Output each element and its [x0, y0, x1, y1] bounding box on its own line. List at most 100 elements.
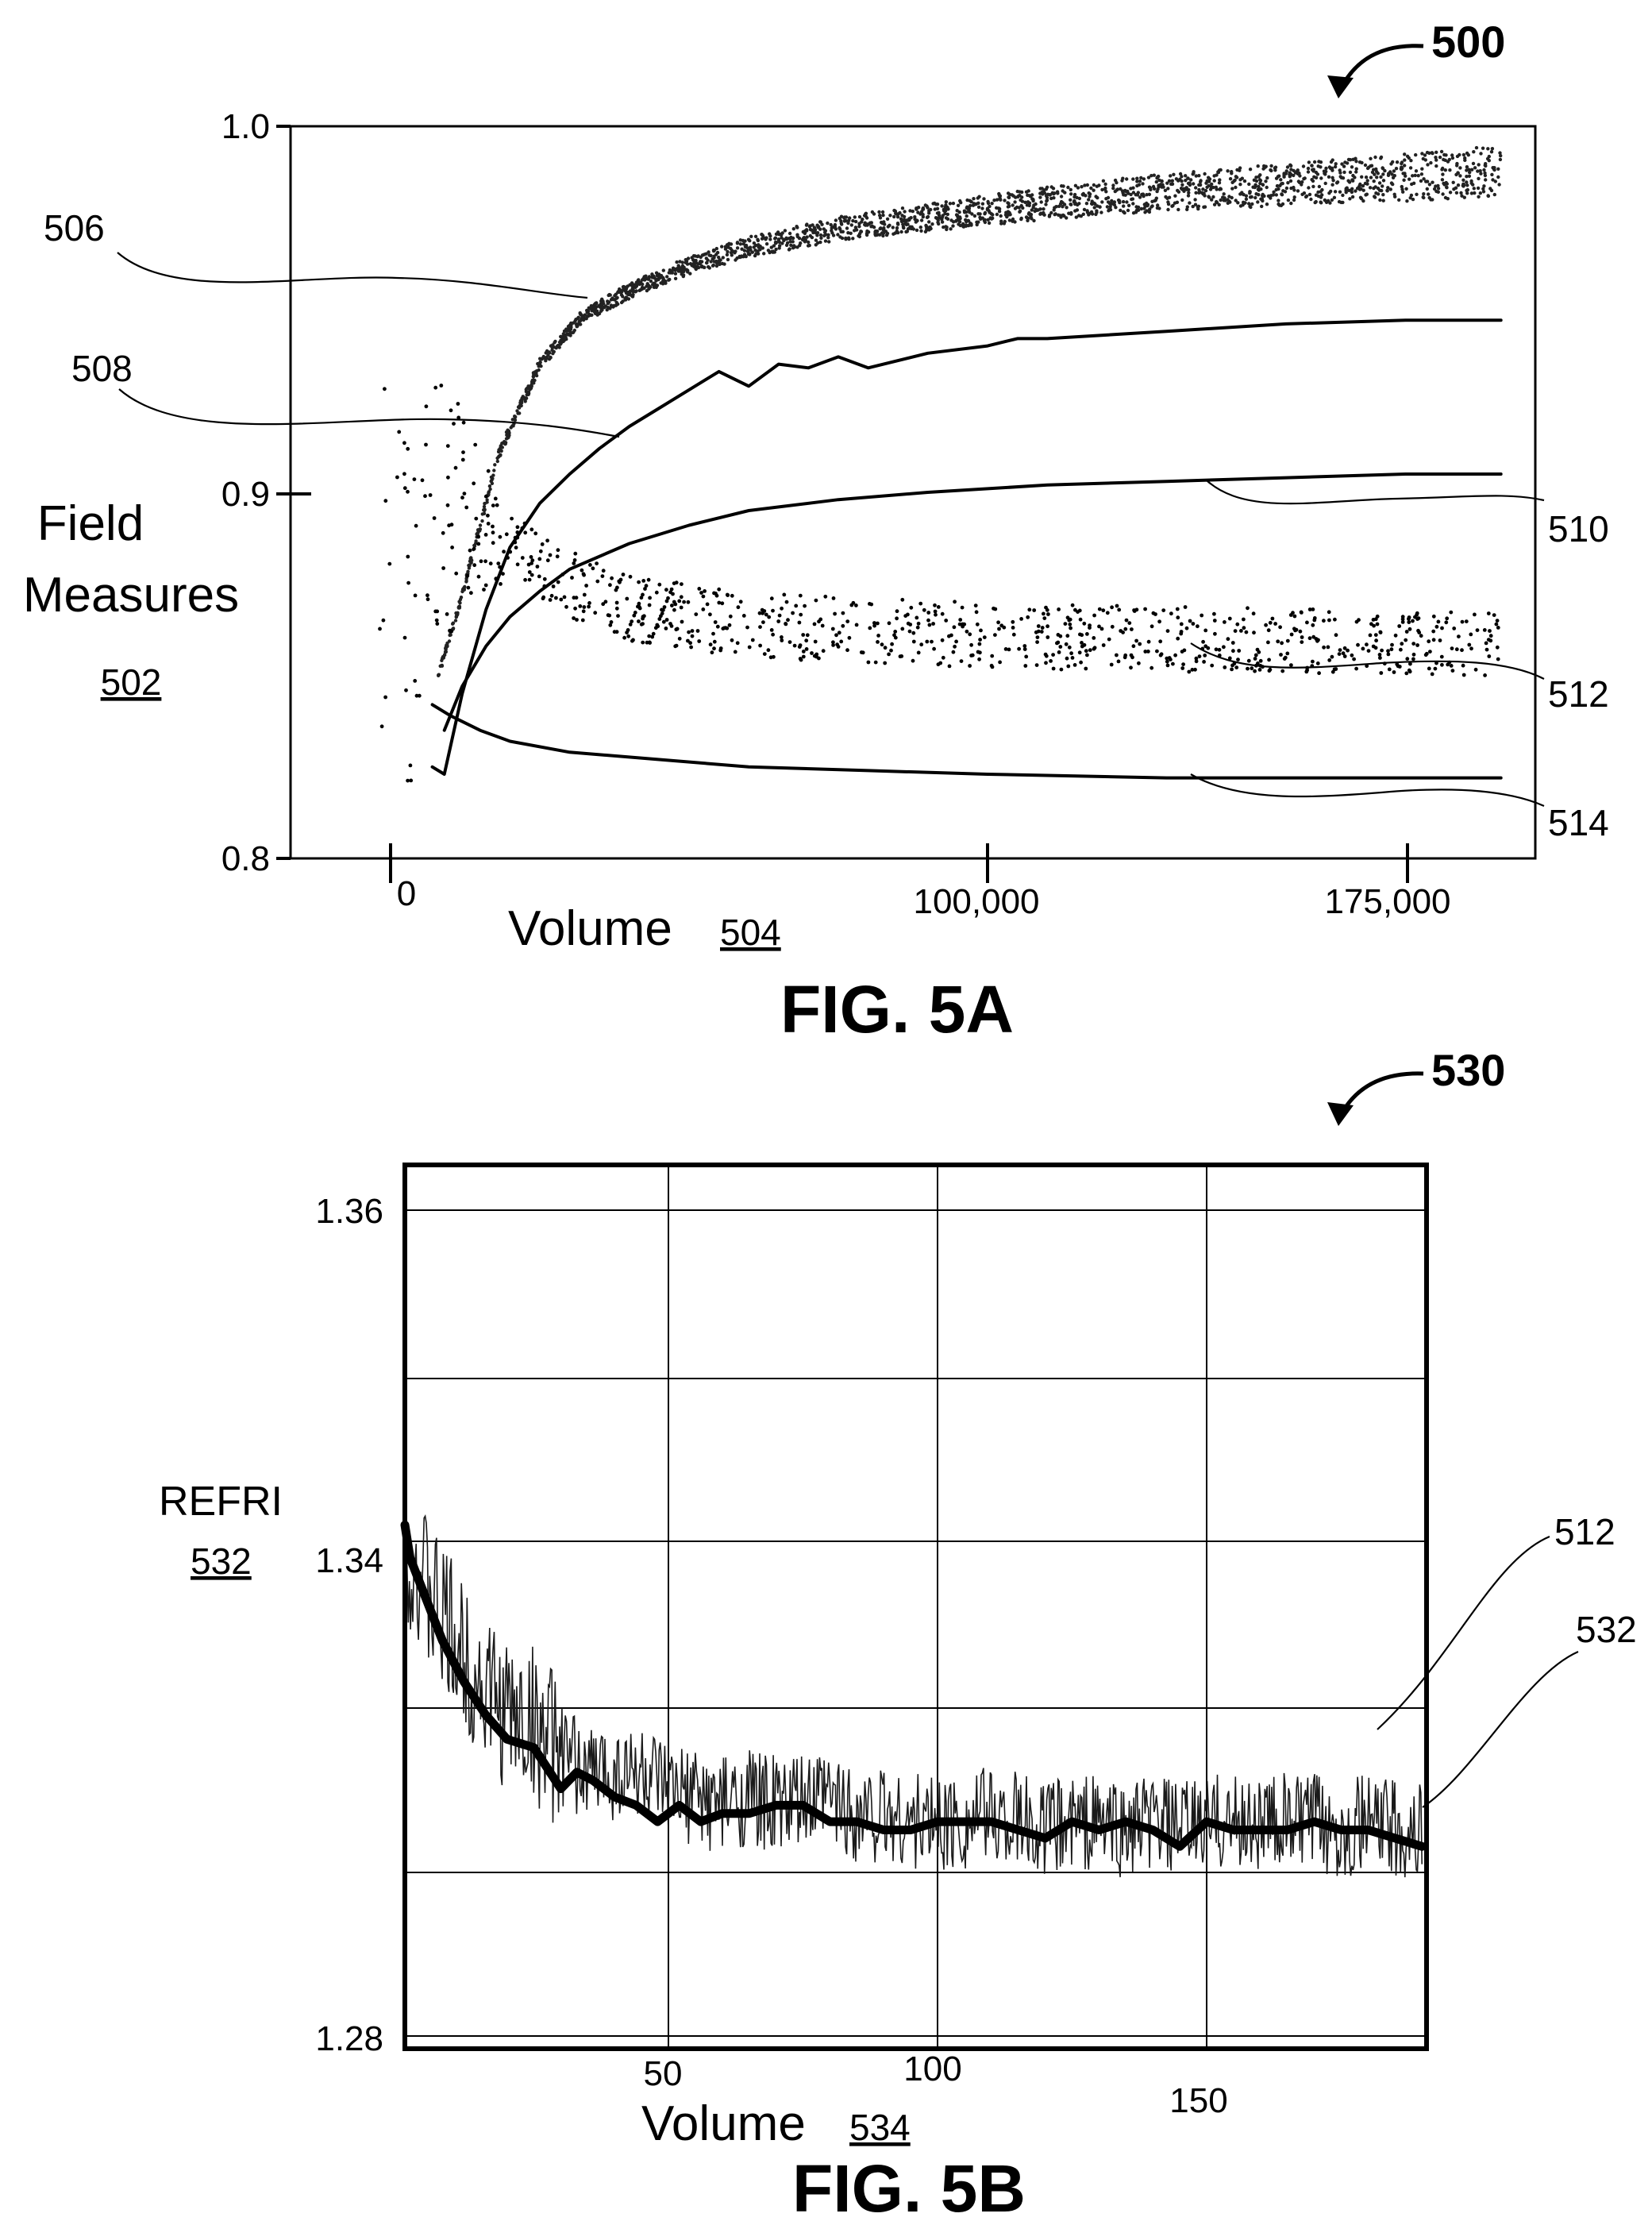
- data-point: [570, 576, 574, 580]
- data-point: [712, 256, 716, 260]
- data-point: [1461, 152, 1466, 157]
- data-point: [784, 236, 788, 240]
- data-point: [893, 630, 898, 634]
- data-point: [999, 214, 1003, 218]
- data-point: [1350, 190, 1354, 195]
- data-point: [704, 256, 708, 260]
- data-point: [1427, 151, 1431, 155]
- data-point: [1335, 180, 1340, 184]
- data-point: [1376, 172, 1381, 175]
- data-point: [1185, 205, 1190, 209]
- data-point: [1214, 647, 1219, 652]
- data-point: [737, 255, 742, 260]
- data-point: [529, 383, 533, 388]
- data-point: [1324, 166, 1328, 171]
- data-point: [1005, 214, 1009, 219]
- series-512: [404, 1487, 1423, 1878]
- data-point: [1070, 656, 1075, 660]
- data-point: [1369, 175, 1373, 179]
- data-point: [1238, 192, 1242, 196]
- data-point: [895, 222, 900, 226]
- data-point: [1300, 640, 1304, 644]
- data-point: [741, 614, 746, 618]
- data-point: [1405, 657, 1410, 661]
- data-point: [464, 576, 468, 580]
- data-point: [649, 280, 653, 283]
- data-point: [1310, 164, 1314, 168]
- data-point: [1230, 641, 1235, 645]
- data-point: [1368, 633, 1373, 638]
- data-point: [969, 642, 973, 647]
- data-point: [1374, 191, 1378, 195]
- data-point: [1176, 207, 1180, 212]
- data-point: [1021, 206, 1025, 210]
- data-point: [820, 623, 825, 628]
- data-point: [908, 209, 912, 213]
- data-point: [1266, 640, 1270, 645]
- data-point: [1390, 642, 1394, 647]
- data-point: [705, 602, 710, 607]
- data-point: [568, 331, 572, 336]
- data-point: [955, 209, 959, 213]
- data-point: [1407, 156, 1411, 160]
- data-point: [1127, 621, 1132, 625]
- data-point: [766, 648, 771, 653]
- data-point: [892, 214, 896, 219]
- data-point: [929, 226, 933, 231]
- data-point: [683, 268, 687, 272]
- data-point: [1431, 629, 1436, 634]
- data-point: [1151, 611, 1156, 615]
- data-point: [1346, 157, 1351, 162]
- data-point: [1260, 204, 1264, 209]
- data-point: [842, 216, 846, 220]
- data-point: [1371, 618, 1376, 622]
- data-point: [1081, 191, 1086, 196]
- data-point: [1316, 190, 1320, 195]
- data-point: [987, 221, 992, 226]
- data-point: [1407, 668, 1411, 673]
- fig5b-grid: [405, 1165, 1427, 2049]
- data-point: [1404, 174, 1407, 178]
- data-point: [1146, 650, 1150, 654]
- data-point: [1145, 209, 1149, 213]
- data-point: [918, 601, 923, 606]
- data-point: [753, 243, 758, 248]
- data-point: [714, 260, 719, 265]
- data-point: [552, 349, 556, 354]
- data-point: [1107, 637, 1111, 642]
- data-point: [513, 418, 517, 422]
- data-point: [1255, 647, 1260, 652]
- data-point: [1101, 643, 1106, 647]
- data-point: [639, 596, 644, 600]
- data-point: [1153, 199, 1157, 202]
- data-point: [747, 645, 752, 650]
- data-point: [1312, 160, 1317, 164]
- data-point: [684, 257, 687, 262]
- data-point: [1496, 626, 1500, 630]
- data-point: [1494, 622, 1499, 627]
- data-point: [460, 496, 464, 500]
- data-point: [940, 220, 945, 224]
- data-point: [1381, 179, 1386, 183]
- data-point: [735, 241, 740, 245]
- data-point: [799, 612, 803, 617]
- data-point: [556, 548, 560, 553]
- data-point: [1285, 651, 1290, 656]
- data-point: [1029, 213, 1034, 217]
- data-point: [669, 624, 674, 628]
- data-point: [884, 233, 889, 237]
- x-tick-label: 100,000: [913, 882, 1039, 921]
- data-point: [826, 233, 830, 237]
- data-point: [827, 240, 831, 244]
- data-point: [1190, 668, 1195, 672]
- data-point: [476, 534, 481, 539]
- data-point: [1230, 187, 1234, 191]
- data-point: [1057, 213, 1061, 217]
- data-point: [1411, 619, 1415, 623]
- data-point: [621, 285, 626, 289]
- data-point: [1165, 629, 1170, 633]
- data-point: [1288, 613, 1293, 617]
- data-point: [483, 502, 487, 506]
- data-point: [556, 580, 560, 584]
- data-point: [424, 404, 429, 409]
